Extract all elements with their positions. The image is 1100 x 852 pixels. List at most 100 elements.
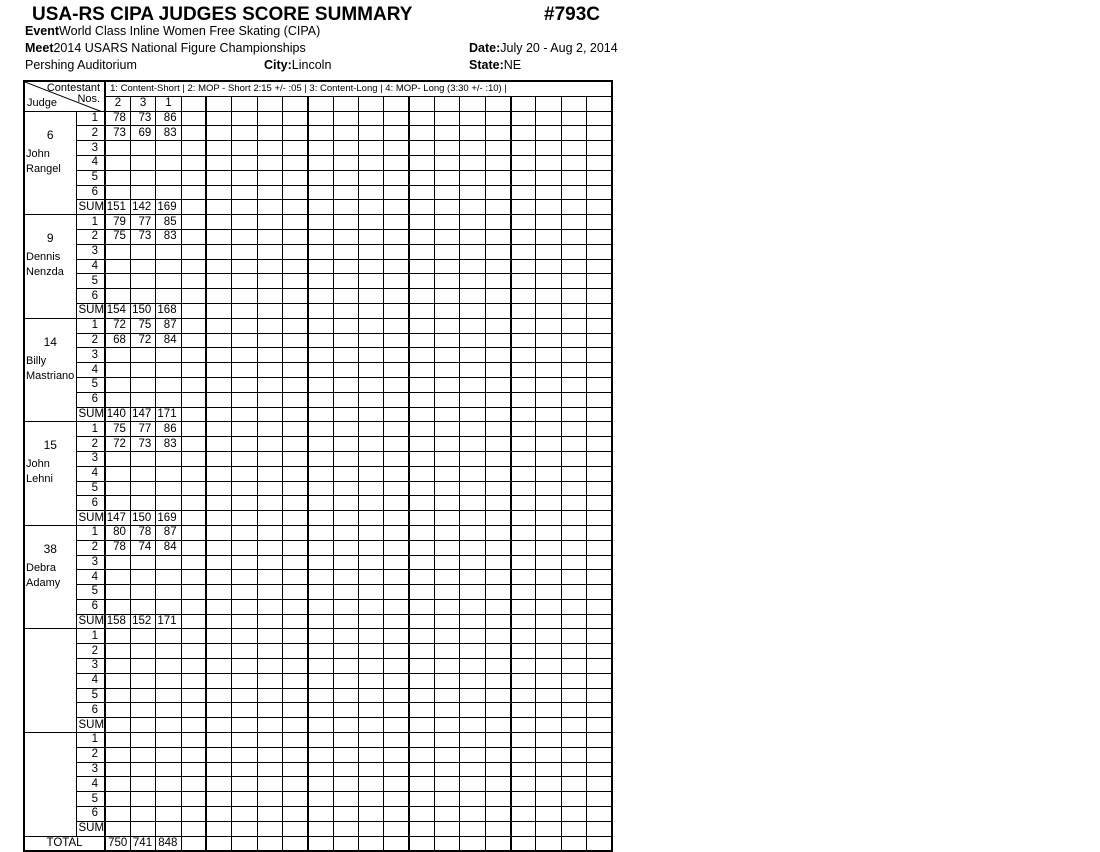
score-cell [307, 658, 334, 674]
sum-row: SUM [24, 717, 613, 734]
total-cell [205, 835, 233, 852]
score-cell [586, 569, 613, 586]
score-cell [560, 672, 588, 689]
score-cell [535, 465, 562, 482]
sum-cell [180, 302, 208, 319]
score-cell [434, 732, 461, 748]
row-label: 6 [75, 806, 107, 822]
score-row: 2 [24, 643, 613, 660]
row-label: 1 [75, 214, 107, 230]
score-cell [510, 643, 537, 660]
score-row: 3 [24, 243, 613, 260]
score-cell [459, 421, 486, 438]
score-cell [281, 228, 309, 245]
sum-cell: 171 [155, 406, 182, 423]
score-cell [459, 258, 486, 275]
sum-cell [357, 510, 385, 526]
score-cell [459, 539, 486, 556]
sum-cell [205, 820, 233, 837]
score-cell [357, 687, 385, 704]
score-cell [560, 495, 588, 512]
score-cell [332, 273, 360, 290]
score-cell [281, 421, 309, 438]
score-cell [586, 214, 613, 230]
score-cell [180, 214, 208, 230]
score-cell [129, 273, 157, 290]
score-cell [535, 332, 562, 349]
sum-cell [332, 613, 360, 630]
score-cell [586, 362, 613, 378]
score-cell [104, 598, 131, 615]
sum-cell [434, 199, 461, 216]
score-cell [383, 228, 411, 245]
score-cell [484, 332, 512, 349]
score-cell [256, 154, 283, 171]
score-cell [357, 125, 385, 142]
score-cell [231, 465, 258, 482]
score-cell [586, 376, 613, 393]
score-row: 1 [23, 628, 613, 734]
score-cell [180, 687, 208, 704]
score-row: 3 [24, 140, 613, 156]
sum-row: SUM 151 142 169 [24, 199, 613, 216]
score-cell [256, 184, 283, 201]
score-cell [586, 110, 613, 127]
sum-cell [510, 717, 537, 734]
total-cell: 750 [104, 835, 131, 852]
score-cell [535, 643, 562, 660]
row-label: 3 [75, 554, 107, 571]
row-label: 3 [75, 450, 107, 467]
score-cell [231, 436, 258, 452]
judge-number: 14 [43, 334, 57, 349]
row-label: 1 [75, 732, 107, 748]
score-cell [459, 317, 486, 334]
score-cell [434, 288, 461, 304]
date-label: Date: [469, 41, 501, 55]
score-cell [307, 495, 334, 512]
score-cell [205, 791, 233, 808]
score-cell [332, 154, 360, 171]
judge-number: 15 [43, 438, 57, 453]
score-cell [104, 569, 131, 586]
score-cell: 83 [155, 436, 182, 452]
sum-cell [510, 820, 537, 837]
sum-cell [307, 406, 334, 423]
score-cell [281, 154, 309, 171]
score-row: 2 72 73 83 [24, 436, 613, 452]
sum-cell [586, 406, 613, 423]
score-cell [357, 732, 385, 748]
score-cell [205, 539, 233, 556]
score-cell [155, 376, 182, 393]
score-cell [383, 524, 411, 541]
score-cell [408, 140, 436, 156]
score-cell [434, 243, 461, 260]
score-cell [129, 140, 157, 156]
score-cell [104, 776, 131, 793]
score-cell [256, 761, 283, 778]
score-cell [256, 495, 283, 512]
score-cell [104, 628, 131, 645]
score-cell [205, 362, 233, 378]
judge-name: Nenzda [26, 266, 64, 279]
sum-cell [180, 510, 208, 526]
score-cell [307, 421, 334, 438]
total-label: TOTAL [23, 835, 107, 852]
score-cell [408, 317, 436, 334]
score-cell [484, 450, 512, 467]
score-cell [383, 495, 411, 512]
score-cell [510, 376, 537, 393]
score-cell [332, 258, 360, 275]
score-cell [155, 628, 182, 645]
sum-row: SUM 147 150 169 [24, 510, 613, 526]
score-cell [281, 347, 309, 364]
score-cell [256, 465, 283, 482]
score-cell [459, 125, 486, 142]
score-cell [560, 480, 588, 497]
score-cell [231, 732, 258, 748]
sum-cell [408, 199, 436, 216]
score-cell [256, 450, 283, 467]
score-cell [129, 791, 157, 808]
judge-name: Lehni [26, 473, 53, 486]
city-value: Lincoln [291, 58, 332, 72]
score-cell [129, 495, 157, 512]
